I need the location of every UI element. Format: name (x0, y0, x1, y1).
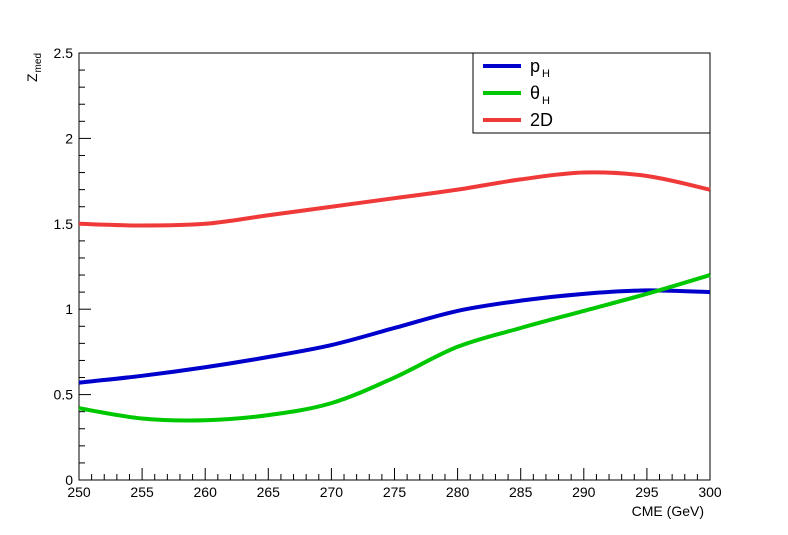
x-tick-label: 295 (635, 484, 659, 500)
legend-label-ph-main: p (530, 56, 540, 76)
x-tick-label: 250 (67, 484, 91, 500)
x-tick-label: 255 (130, 484, 154, 500)
y-axis-title-main: Z (24, 73, 40, 82)
y-tick-label: 2.5 (54, 45, 74, 61)
legend-label-ph-sub: H (542, 68, 550, 80)
series-line-ph (78, 288, 711, 385)
legend-label-2d: 2D (530, 110, 553, 130)
x-tick-label: 270 (320, 484, 344, 500)
x-tick-label: 290 (572, 484, 596, 500)
x-tick-label: 280 (446, 484, 470, 500)
series-line-thetah (78, 273, 711, 423)
legend-label-thetah-sub: H (542, 95, 550, 107)
axes: 250 255 260 265 270 275 280 285 290 295 300 0 0.5 1 1.… (54, 45, 722, 500)
y-tick-label: 1.5 (54, 216, 74, 232)
y-tick-label: 0.5 (54, 387, 74, 403)
y-axis-title: Zmed (24, 53, 44, 82)
series-layer (78, 170, 711, 423)
x-tick-label: 285 (509, 484, 533, 500)
x-tick-label: 275 (383, 484, 407, 500)
x-axis-title: CME (GeV) (632, 503, 704, 519)
y-tick-label: 1 (65, 301, 73, 317)
y-axis-title-sub: med (33, 53, 44, 72)
x-tick-label: 265 (257, 484, 281, 500)
series-line-2d (78, 170, 711, 228)
y-tick-label: 2 (65, 130, 73, 146)
x-tick-label: 260 (194, 484, 218, 500)
y-tick-label: 0 (65, 472, 73, 488)
x-tick-label: 300 (698, 484, 722, 500)
legend-label-thetah-main: θ (530, 83, 540, 103)
